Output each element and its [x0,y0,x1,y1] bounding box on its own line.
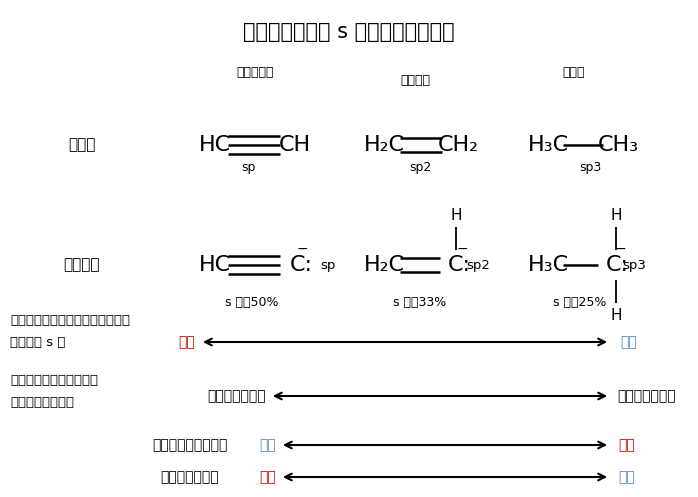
Text: H: H [610,308,622,323]
Text: 弱い: 弱い [618,470,634,484]
Text: CH₃: CH₃ [597,135,639,155]
Text: CH₂: CH₂ [438,135,479,155]
Text: sp3: sp3 [622,258,646,271]
Text: HC: HC [199,135,231,155]
Text: 共役塩基: 共役塩基 [64,257,101,272]
Text: CH: CH [279,135,311,155]
Text: C:: C: [290,255,313,275]
Text: s 性：25%: s 性：25% [554,296,607,309]
Text: −: − [456,242,468,256]
Text: sp: sp [241,161,255,173]
Text: 炭素酸・共役塩基の非共有電子対: 炭素酸・共役塩基の非共有電子対 [10,314,130,327]
Text: s 性：33%: s 性：33% [394,296,447,309]
Text: 強い: 強い [618,438,634,452]
Text: H: H [450,208,462,223]
Text: 供与されやすい: 供与されやすい [617,389,676,403]
Text: 供与されにくい: 供与されにくい [207,389,266,403]
Text: H₃C: H₃C [528,255,569,275]
Text: H: H [610,208,622,223]
Text: sp3: sp3 [579,161,601,173]
Text: H₂C: H₂C [364,255,405,275]
Text: s 性：50%: s 性：50% [225,296,279,309]
Text: −: − [296,242,308,256]
Text: 炭素酸の軌道の s 性と酸性度の関係: 炭素酸の軌道の s 性と酸性度の関係 [243,22,455,42]
Text: 炭素酸: 炭素酸 [68,138,96,153]
Text: 弱い: 弱い [259,438,276,452]
Text: 低い: 低い [620,335,637,349]
Text: sp2: sp2 [466,258,490,271]
Text: C:: C: [448,255,471,275]
Text: 高い: 高い [178,335,195,349]
Text: C:: C: [606,255,629,275]
Text: H₂C: H₂C [364,135,405,155]
Text: エチレン: エチレン [400,74,430,86]
Text: の供与されやすさ: の供与されやすさ [10,396,74,409]
Text: sp2: sp2 [409,161,431,173]
Text: 強い: 強い [259,470,276,484]
Text: −: − [614,242,626,256]
Text: H₃C: H₃C [528,135,569,155]
Text: 炭素酸の酸性度: 炭素酸の酸性度 [161,470,219,484]
Text: の軌道の s 性: の軌道の s 性 [10,335,66,348]
Text: 共役塩基の塩基性度: 共役塩基の塩基性度 [152,438,228,452]
Text: 共役塩基の非共有電子対: 共役塩基の非共有電子対 [10,374,98,387]
Text: アセチレン: アセチレン [236,66,274,79]
Text: エタン: エタン [563,66,585,79]
Text: sp: sp [320,258,335,271]
Text: HC: HC [199,255,231,275]
